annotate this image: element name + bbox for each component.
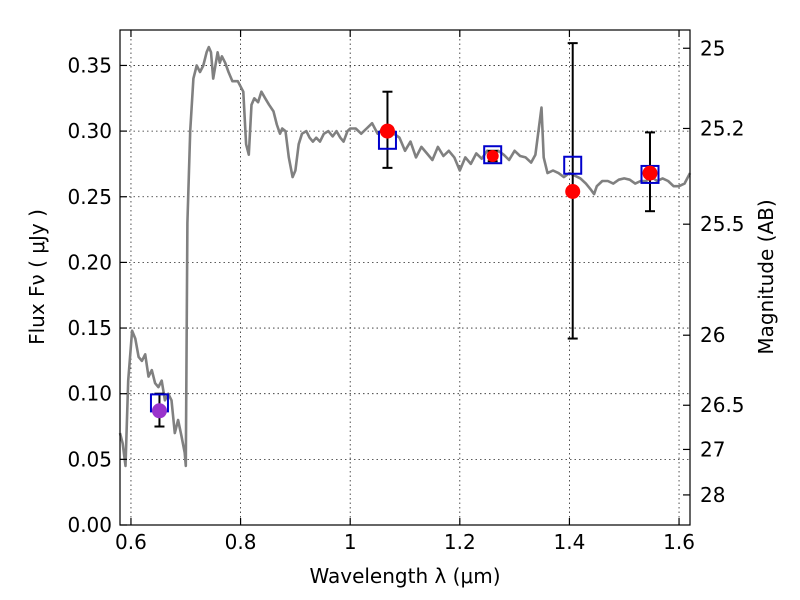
- x-tick-label: 1.2: [444, 530, 476, 554]
- magnitude-tick-label: 25: [700, 36, 725, 60]
- observed-point: [379, 123, 395, 139]
- magnitude-axis-label: Magnitude (AB): [754, 199, 778, 354]
- observed-point: [642, 165, 658, 181]
- x-axis-ticks: 0.6 0.8 1 1.2 1.4 1.6: [115, 30, 695, 554]
- y-axis-ticks: 0.00 0.05 0.10 0.15 0.20 0.25 0.30 0.35: [67, 53, 127, 537]
- error-bars: [154, 42, 655, 428]
- y-tick-label: 0.00: [67, 513, 112, 537]
- observed-point: [565, 183, 581, 199]
- magnitude-axis-ticks: 25 25.2 25.5 26 26.5 27 28: [683, 36, 745, 507]
- x-tick-label: 1.6: [663, 530, 695, 554]
- y-tick-label: 0.25: [67, 185, 112, 209]
- model-point: [483, 145, 503, 165]
- spectrum-line: [118, 45, 692, 468]
- y-tick-label: 0.20: [67, 250, 112, 274]
- magnitude-tick-label: 28: [700, 483, 725, 507]
- magnitude-tick-label: 25.5: [700, 212, 745, 236]
- grid: [120, 30, 690, 525]
- model-point: [563, 155, 583, 175]
- y-tick-label: 0.15: [67, 316, 112, 340]
- model-photometry-series: [149, 130, 660, 413]
- x-axis-label: Wavelength λ (μm): [309, 564, 500, 588]
- magnitude-tick-label: 26: [700, 323, 725, 347]
- plot-frame: [119, 29, 691, 526]
- x-tick-label: 0.6: [115, 530, 147, 554]
- y-tick-label: 0.05: [67, 447, 112, 471]
- observed-photometry-series: [151, 123, 658, 419]
- y-tick-label: 0.10: [67, 382, 112, 406]
- observed-point: [151, 403, 167, 419]
- spectrum-series: [118, 45, 692, 468]
- observed-point: [486, 150, 499, 163]
- magnitude-tick-label: 26.5: [700, 393, 745, 417]
- magnitude-tick-label: 25.2: [700, 116, 745, 140]
- magnitude-tick-label: 27: [700, 437, 725, 461]
- y-axis-label: Flux Fν ( μJy ): [25, 209, 49, 345]
- y-tick-label: 0.35: [67, 53, 112, 77]
- x-tick-label: 0.8: [225, 530, 257, 554]
- x-tick-label: 1: [344, 530, 357, 554]
- y-tick-label: 0.30: [67, 119, 112, 143]
- x-tick-label: 1.4: [554, 530, 586, 554]
